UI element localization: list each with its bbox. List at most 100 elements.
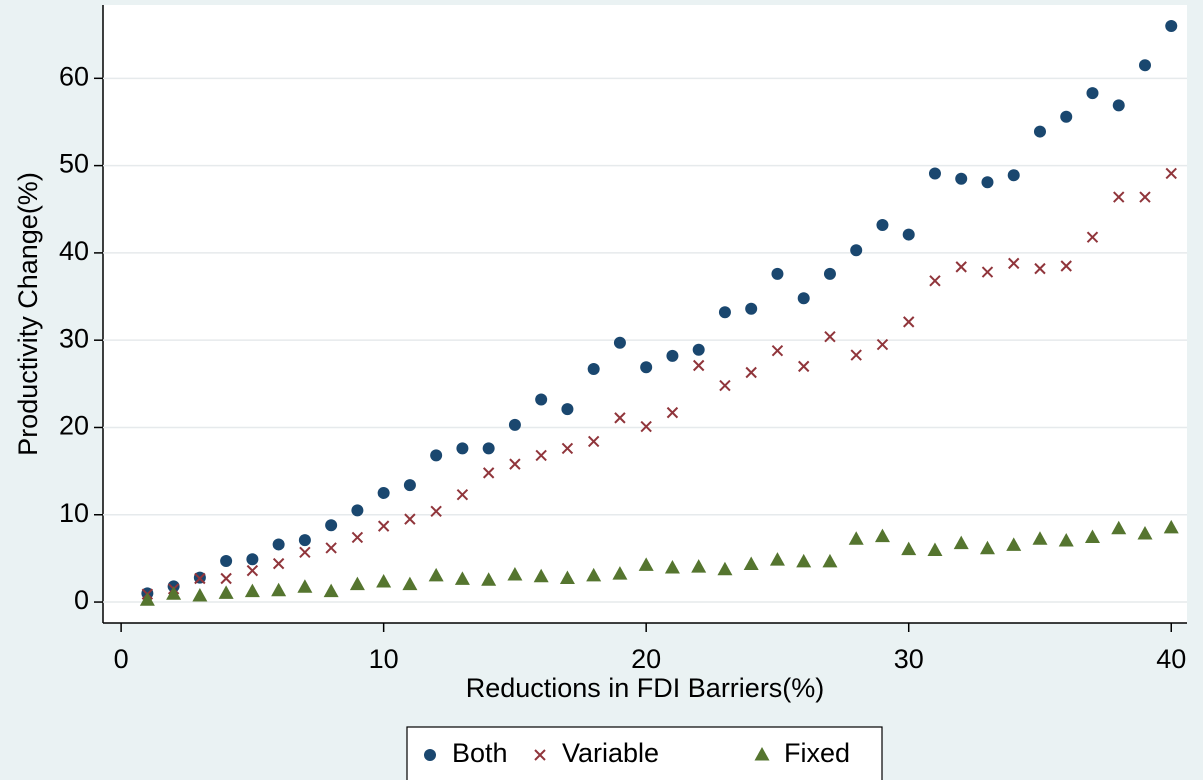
point (299, 546, 311, 559)
point (1032, 531, 1048, 545)
point (349, 576, 365, 591)
y-tick-label: 10 (59, 498, 89, 528)
point (666, 406, 679, 419)
point (246, 553, 259, 566)
x-tick-label: 40 (1156, 644, 1186, 674)
point (874, 528, 890, 543)
point (507, 566, 523, 581)
point (666, 349, 679, 362)
legend-label: Both (452, 738, 508, 768)
point (482, 467, 495, 479)
point (1060, 260, 1072, 272)
x-tick-label: 30 (894, 644, 924, 674)
point (587, 435, 600, 448)
y-tick-label: 20 (59, 411, 89, 441)
y-tick-label: 0 (74, 585, 89, 615)
point (981, 266, 994, 278)
point (272, 557, 285, 570)
point (743, 556, 759, 571)
point (902, 228, 915, 241)
point (901, 541, 917, 556)
point (430, 505, 442, 517)
point (1006, 537, 1022, 551)
point (1113, 191, 1125, 203)
point (876, 338, 889, 351)
point (771, 267, 784, 280)
legend (406, 726, 883, 780)
y-axis-title: Productivity Change(%) (13, 172, 43, 456)
point (430, 449, 443, 462)
point (1165, 167, 1177, 180)
x-axis-title: Reductions in FDI Barriers(%) (466, 673, 825, 703)
point (638, 557, 654, 571)
point (927, 542, 943, 557)
point (535, 393, 548, 406)
point (612, 566, 628, 580)
y-tick-label: 30 (59, 323, 89, 353)
point (351, 531, 364, 544)
point (220, 555, 233, 568)
point (192, 587, 208, 602)
point (614, 412, 626, 424)
y-tick-label: 50 (59, 149, 89, 179)
point (325, 542, 337, 554)
point (692, 359, 705, 372)
point (297, 579, 313, 593)
point (1008, 257, 1020, 270)
point (587, 362, 600, 375)
point (1163, 519, 1179, 534)
point (402, 576, 418, 591)
point (1084, 529, 1100, 543)
point (903, 316, 915, 328)
point (717, 561, 733, 576)
point (769, 552, 785, 566)
point (377, 520, 390, 532)
point (640, 361, 653, 374)
point (1165, 19, 1178, 32)
point (404, 513, 416, 525)
y-tick-label: 40 (59, 236, 89, 266)
point (1034, 262, 1046, 275)
point (664, 560, 680, 574)
point (692, 343, 705, 356)
point (454, 571, 470, 585)
point (718, 306, 731, 319)
point (323, 583, 339, 598)
x-tick-label: 20 (631, 644, 661, 674)
point (955, 261, 967, 273)
point (220, 572, 232, 585)
point (979, 540, 995, 555)
point (1086, 231, 1099, 243)
point (771, 344, 784, 357)
point (823, 267, 836, 280)
plot-area (103, 5, 1187, 623)
point (139, 592, 155, 606)
point (1137, 525, 1153, 540)
x-tick-label: 10 (369, 644, 399, 674)
point (1060, 110, 1073, 123)
point (246, 564, 259, 577)
point (824, 330, 836, 343)
point (325, 519, 338, 532)
point (981, 176, 994, 189)
point (272, 538, 285, 551)
point (166, 586, 182, 600)
point (796, 553, 812, 568)
point (561, 442, 574, 455)
point (456, 488, 469, 501)
legend-marker (754, 747, 770, 761)
point (535, 449, 547, 462)
point (561, 403, 574, 416)
point (691, 559, 707, 573)
point (508, 418, 521, 431)
point (559, 570, 575, 584)
point (377, 486, 390, 499)
point (456, 442, 469, 455)
legend-marker (534, 749, 546, 761)
point (955, 172, 968, 185)
point (376, 573, 392, 588)
point (1139, 191, 1151, 203)
point (298, 534, 311, 547)
point (797, 292, 810, 305)
point (194, 572, 206, 585)
